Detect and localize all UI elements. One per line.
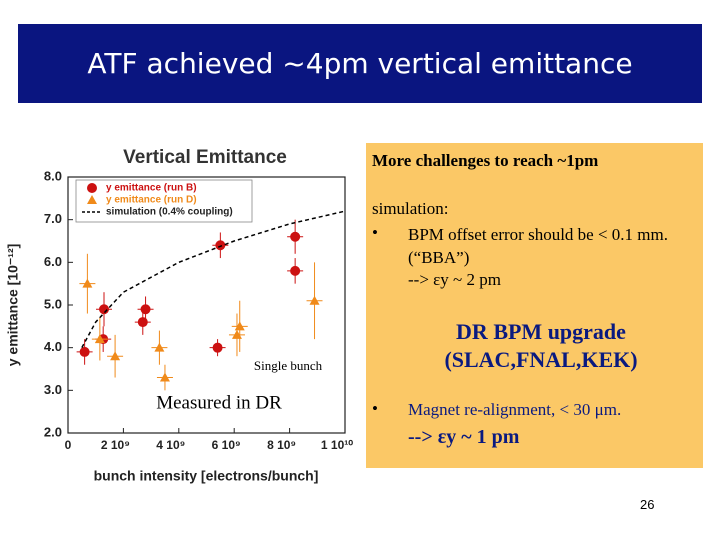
y-tick-label: 6.0: [44, 254, 62, 269]
data-point: [234, 321, 245, 331]
data-point: [137, 317, 148, 328]
y-axis-label: y emittance [10⁻¹²]: [5, 244, 21, 367]
y-tick-label: 4.0: [44, 339, 62, 354]
legend-marker: [87, 195, 97, 204]
data-point: [290, 265, 301, 276]
x-tick-label: 1 10¹⁰: [321, 438, 353, 452]
box-emphasis: DR BPM upgrade (SLAC,FNAL,KEK): [444, 319, 638, 372]
bullet: •: [372, 223, 378, 242]
legend-label: simulation (0.4% coupling): [106, 207, 233, 218]
page-number: 26: [640, 497, 655, 512]
x-tick-label: 2 10⁹: [101, 438, 130, 452]
x-tick-label: 8 10⁹: [267, 438, 296, 452]
data-point: [110, 351, 121, 361]
y-tick-label: 2.0: [44, 424, 62, 439]
data-point: [94, 334, 105, 344]
data-point: [82, 278, 93, 288]
y-tick-label: 7.0: [44, 211, 62, 226]
legend-label: y emittance (run B): [106, 183, 197, 194]
data-point: [309, 295, 320, 305]
data-point: [79, 346, 90, 357]
simulation-line: [81, 210, 346, 349]
data-point: [99, 304, 110, 315]
chart-title: Vertical Emittance: [123, 147, 287, 168]
x-tick-label: 6 10⁹: [212, 438, 241, 452]
data-point: [212, 342, 223, 353]
annotation: Measured in DR: [156, 392, 282, 413]
text-box: More challenges to reach ~1pm simulation…: [366, 143, 703, 468]
box-heading: More challenges to reach ~1pm: [372, 151, 599, 170]
legend-marker: [87, 183, 97, 193]
y-tick-label: 8.0: [44, 168, 62, 183]
legend-label: y emittance (run D): [106, 195, 197, 206]
slide-title: ATF achieved ~4pm vertical emittance: [18, 24, 702, 103]
annotation: Single bunch: [254, 358, 323, 373]
box-text: --> εy ~ 2 pm: [408, 270, 501, 289]
bullet: •: [372, 399, 378, 418]
data-point: [154, 342, 165, 352]
y-tick-label: 3.0: [44, 382, 62, 397]
data-point: [159, 372, 170, 382]
legend-box: [75, 179, 253, 223]
y-tick-label: 5.0: [44, 296, 62, 311]
box-text: Magnet re-alignment, < 30 μm.: [408, 400, 622, 419]
data-point: [215, 240, 226, 251]
box-emphasis: --> εy ~ 1 pm: [408, 426, 520, 448]
chart: Vertical Emittance 2.0 3.0 4.0 5.0 6.0 7.0 8.0 0…: [5, 147, 354, 484]
data-point: [290, 231, 301, 242]
x-tick-label: 4 10⁹: [156, 438, 185, 452]
x-axis-label: bunch intensity [electrons/bunch]: [94, 468, 319, 484]
box-text: BPM offset error should be < 0.1 mm. (“B…: [408, 225, 669, 267]
box-text: simulation:: [372, 199, 449, 218]
data-point: [140, 304, 151, 315]
x-tick-label: 0: [65, 438, 72, 452]
